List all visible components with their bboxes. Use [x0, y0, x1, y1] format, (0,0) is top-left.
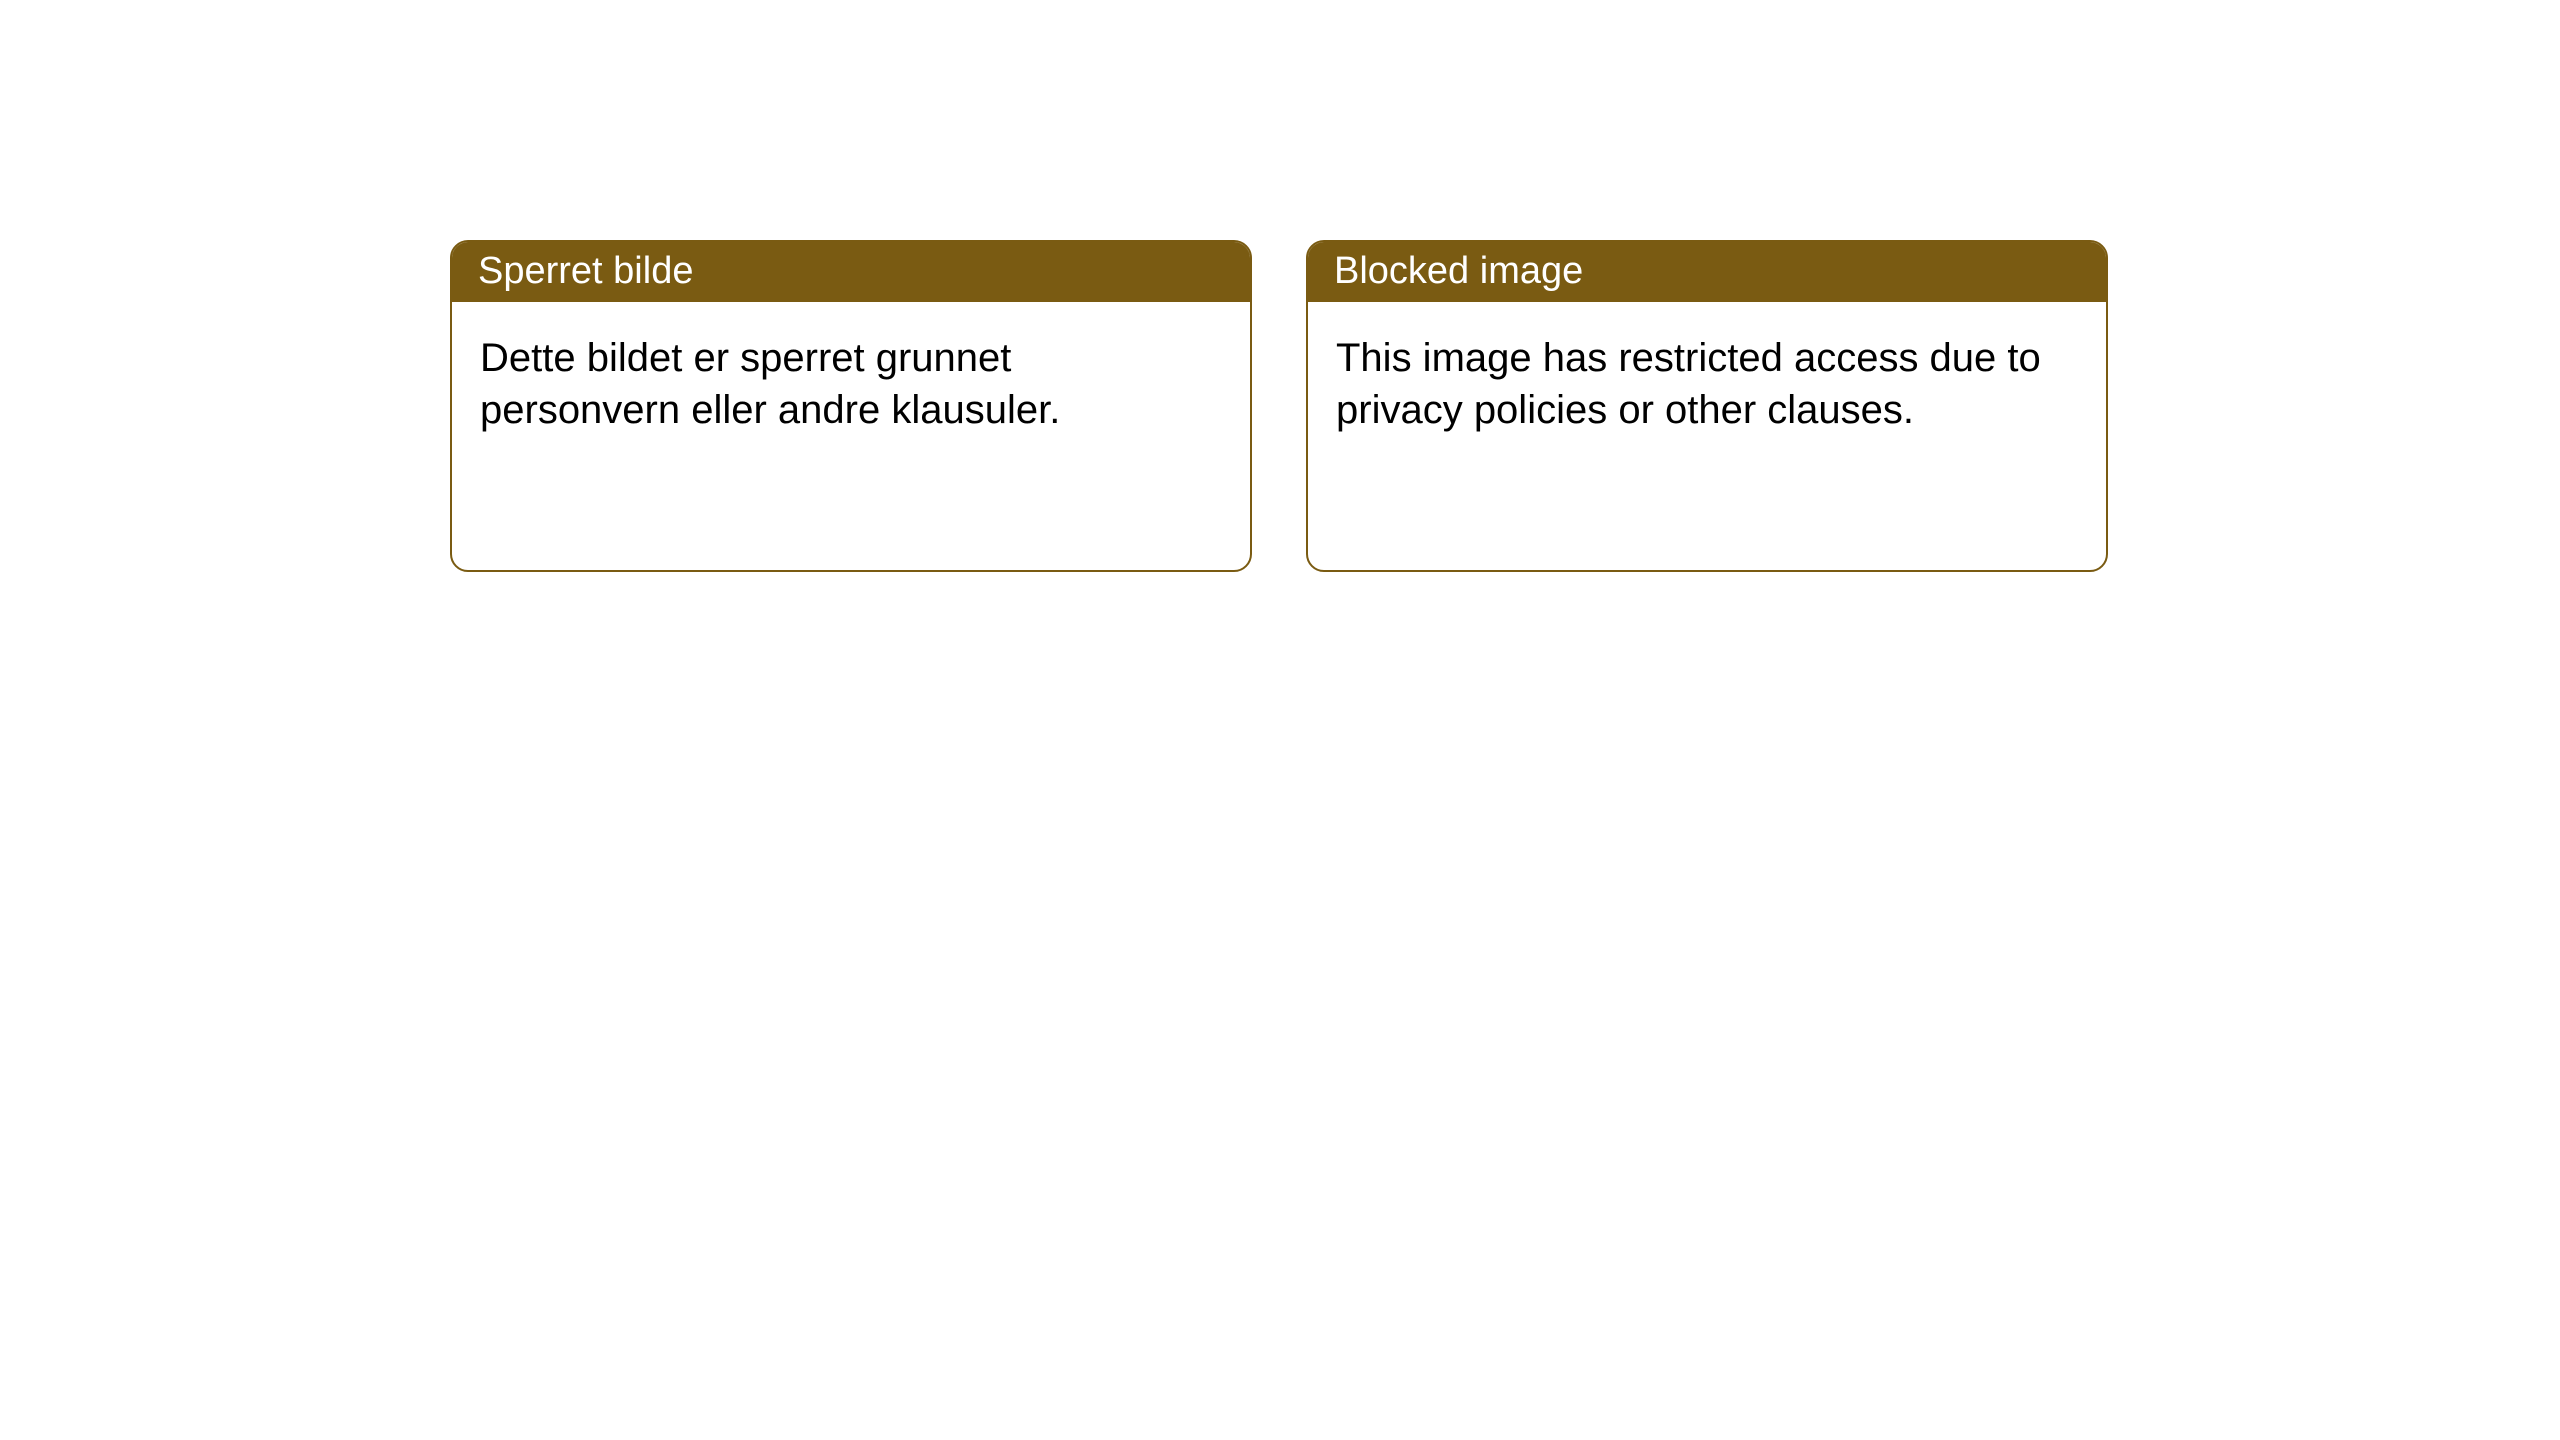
notice-card-english: Blocked image This image has restricted …: [1306, 240, 2108, 572]
notice-header: Blocked image: [1308, 242, 2106, 302]
notice-body: This image has restricted access due to …: [1308, 302, 2106, 466]
notice-container: Sperret bilde Dette bildet er sperret gr…: [0, 0, 2560, 572]
notice-card-norwegian: Sperret bilde Dette bildet er sperret gr…: [450, 240, 1252, 572]
notice-body: Dette bildet er sperret grunnet personve…: [452, 302, 1250, 466]
notice-header: Sperret bilde: [452, 242, 1250, 302]
